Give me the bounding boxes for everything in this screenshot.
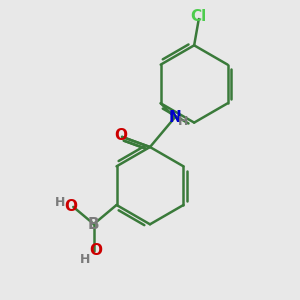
Text: N: N — [169, 110, 181, 125]
Text: O: O — [114, 128, 127, 143]
Text: H: H — [55, 196, 65, 209]
Text: O: O — [89, 243, 102, 258]
Text: H: H — [178, 116, 188, 128]
Text: B: B — [88, 217, 100, 232]
Text: O: O — [64, 200, 77, 214]
Text: H: H — [80, 253, 90, 266]
Text: Cl: Cl — [191, 8, 207, 23]
